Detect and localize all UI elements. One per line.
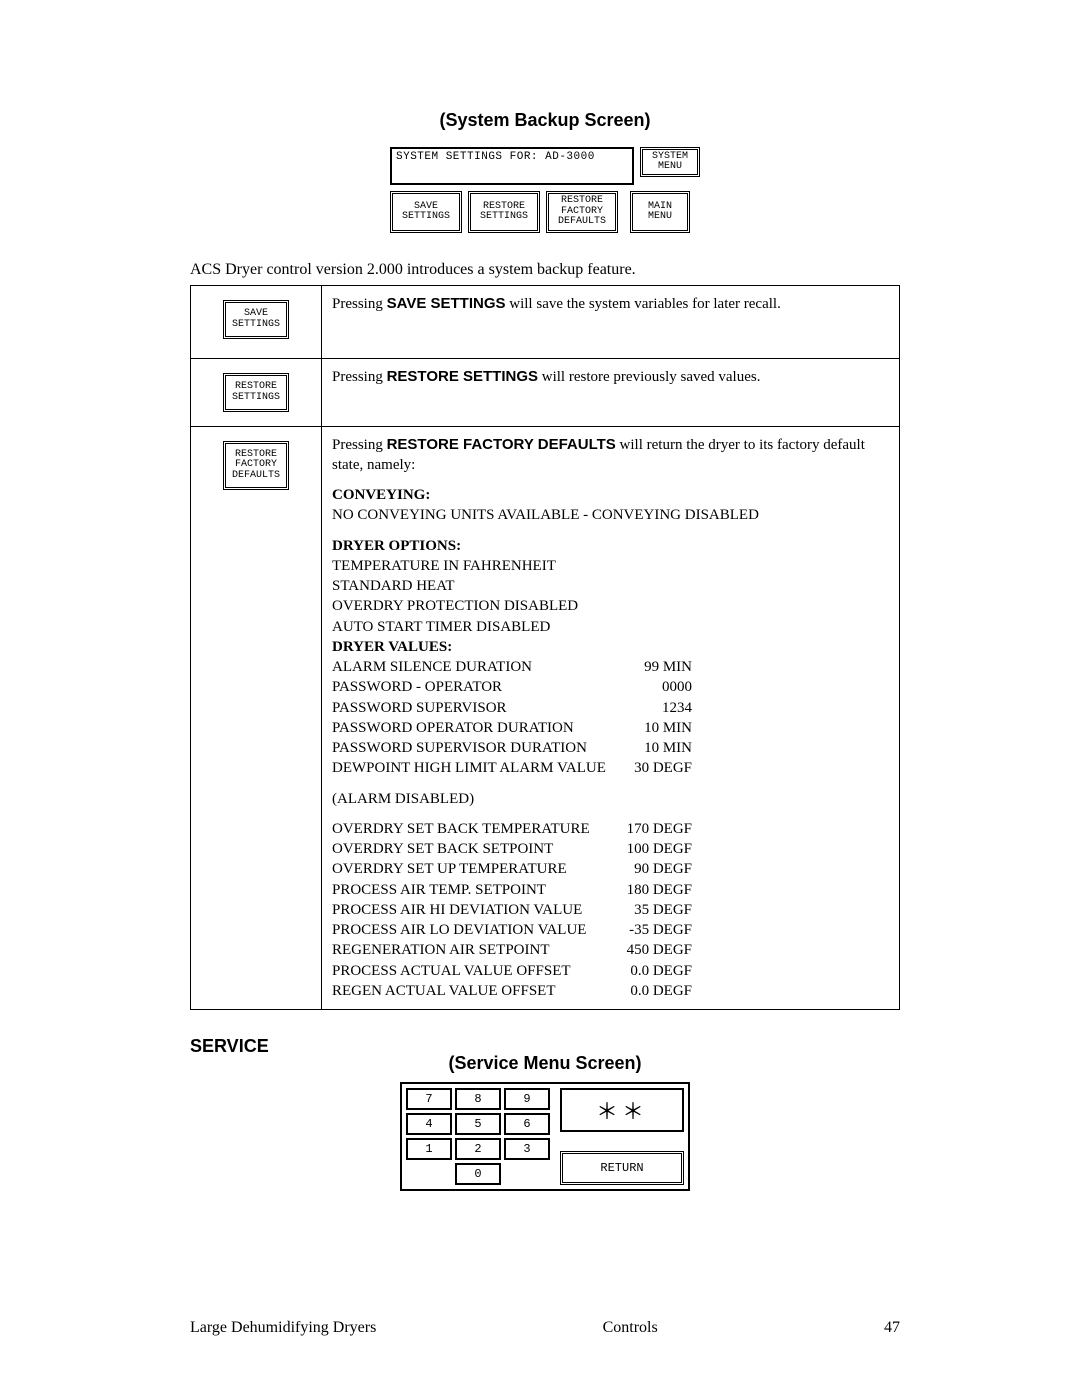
save-row-text: Pressing SAVE SETTINGS will save the sys… xyxy=(322,286,900,359)
keypad-key-2[interactable]: 2 xyxy=(455,1138,501,1160)
footer-right: 47 xyxy=(884,1319,900,1337)
save-settings-button[interactable]: SAVE SETTINGS xyxy=(390,191,462,233)
restore-factory-button[interactable]: RESTORE FACTORY DEFAULTS xyxy=(546,191,618,233)
service-keypad: 789 456 1230 ＊＊ RETURN xyxy=(400,1082,690,1191)
dryer-value-row: PROCESS AIR TEMP. SETPOINT180 DEGF xyxy=(332,880,889,900)
factory-row-text: Pressing RESTORE FACTORY DEFAULTS will r… xyxy=(322,426,900,1010)
dryer-value-row: REGENERATION AIR SETPOINT450 DEGF xyxy=(332,940,889,960)
dryer-value-row: REGEN ACTUAL VALUE OFFSET0.0 DEGF xyxy=(332,981,889,1001)
dryer-value-row: PROCESS ACTUAL VALUE OFFSET0.0 DEGF xyxy=(332,961,889,981)
lcd-title: SYSTEM SETTINGS FOR: AD-3000 xyxy=(390,147,634,185)
dryer-option: STANDARD HEAT xyxy=(332,576,889,596)
dryer-option: TEMPERATURE IN FAHRENHEIT xyxy=(332,556,889,576)
dryer-value-row: OVERDRY SET BACK SETPOINT100 DEGF xyxy=(332,839,889,859)
table-row: RESTORE SETTINGS Pressing RESTORE SETTIN… xyxy=(191,359,900,426)
footer-center: Controls xyxy=(603,1319,658,1337)
footer-left: Large Dehumidifying Dryers xyxy=(190,1319,376,1337)
system-backup-title: (System Backup Screen) xyxy=(190,110,900,131)
dryer-value-row: PASSWORD - OPERATOR0000 xyxy=(332,677,889,697)
keypad-key-3[interactable]: 3 xyxy=(504,1138,550,1160)
dryer-value-row: PASSWORD OPERATOR DURATION10 MIN xyxy=(332,718,889,738)
restore-settings-button[interactable]: RESTORE SETTINGS xyxy=(468,191,540,233)
service-display: ＊＊ xyxy=(560,1088,684,1132)
explanation-table: SAVE SETTINGS Pressing SAVE SETTINGS wil… xyxy=(190,285,900,1010)
keypad-key-4[interactable]: 4 xyxy=(406,1113,452,1135)
dryer-option: AUTO START TIMER DISABLED xyxy=(332,617,889,637)
keypad-key-7[interactable]: 7 xyxy=(406,1088,452,1110)
dryer-value-row: OVERDRY SET UP TEMPERATURE90 DEGF xyxy=(332,859,889,879)
restore-row-text: Pressing RESTORE SETTINGS will restore p… xyxy=(322,359,900,426)
dryer-value-row: PASSWORD SUPERVISOR1234 xyxy=(332,698,889,718)
return-button[interactable]: RETURN xyxy=(560,1151,684,1185)
keypad-key-9[interactable]: 9 xyxy=(504,1088,550,1110)
restore-factory-icon: RESTORE FACTORY DEFAULTS xyxy=(223,441,289,491)
dryer-option: OVERDRY PROTECTION DISABLED xyxy=(332,596,889,616)
keypad-key-8[interactable]: 8 xyxy=(455,1088,501,1110)
keypad-key-6[interactable]: 6 xyxy=(504,1113,550,1135)
intro-text: ACS Dryer control version 2.000 introduc… xyxy=(190,261,900,279)
keypad-blank xyxy=(504,1163,550,1185)
keypad-blank xyxy=(406,1163,452,1185)
dryer-value-row: OVERDRY SET BACK TEMPERATURE170 DEGF xyxy=(332,819,889,839)
system-backup-lcd: SYSTEM SETTINGS FOR: AD-3000 SYSTEM MENU… xyxy=(390,147,700,233)
system-menu-button[interactable]: SYSTEM MENU xyxy=(640,147,700,177)
save-settings-icon: SAVE SETTINGS xyxy=(223,300,289,339)
table-row: RESTORE FACTORY DEFAULTS Pressing RESTOR… xyxy=(191,426,900,1010)
dryer-value-row: PASSWORD SUPERVISOR DURATION10 MIN xyxy=(332,738,889,758)
service-menu-title: (Service Menu Screen) xyxy=(190,1053,900,1074)
table-row: SAVE SETTINGS Pressing SAVE SETTINGS wil… xyxy=(191,286,900,359)
restore-settings-icon: RESTORE SETTINGS xyxy=(223,373,289,412)
page-footer: Large Dehumidifying Dryers Controls 47 xyxy=(190,1319,900,1337)
keypad-key-1[interactable]: 1 xyxy=(406,1138,452,1160)
main-menu-button[interactable]: MAIN MENU xyxy=(630,191,690,233)
keypad-key-0[interactable]: 0 xyxy=(455,1163,501,1185)
dryer-value-row: PROCESS AIR LO DEVIATION VALUE-35 DEGF xyxy=(332,920,889,940)
dryer-value-row: DEWPOINT HIGH LIMIT ALARM VALUE30 DEGF xyxy=(332,758,889,778)
dryer-value-row: PROCESS AIR HI DEVIATION VALUE35 DEGF xyxy=(332,900,889,920)
keypad-key-5[interactable]: 5 xyxy=(455,1113,501,1135)
dryer-value-row: ALARM SILENCE DURATION99 MIN xyxy=(332,657,889,677)
